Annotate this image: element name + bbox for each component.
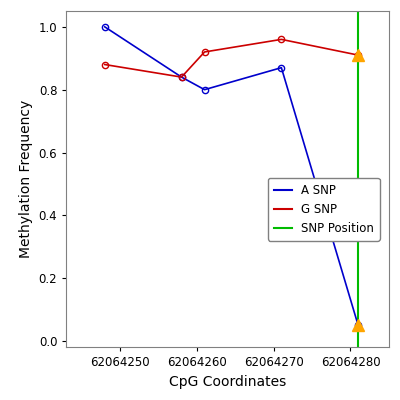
Y-axis label: Methylation Frequency: Methylation Frequency: [19, 100, 33, 258]
Legend: A SNP, G SNP, SNP Position: A SNP, G SNP, SNP Position: [268, 178, 380, 240]
X-axis label: CpG Coordinates: CpG Coordinates: [169, 375, 286, 389]
